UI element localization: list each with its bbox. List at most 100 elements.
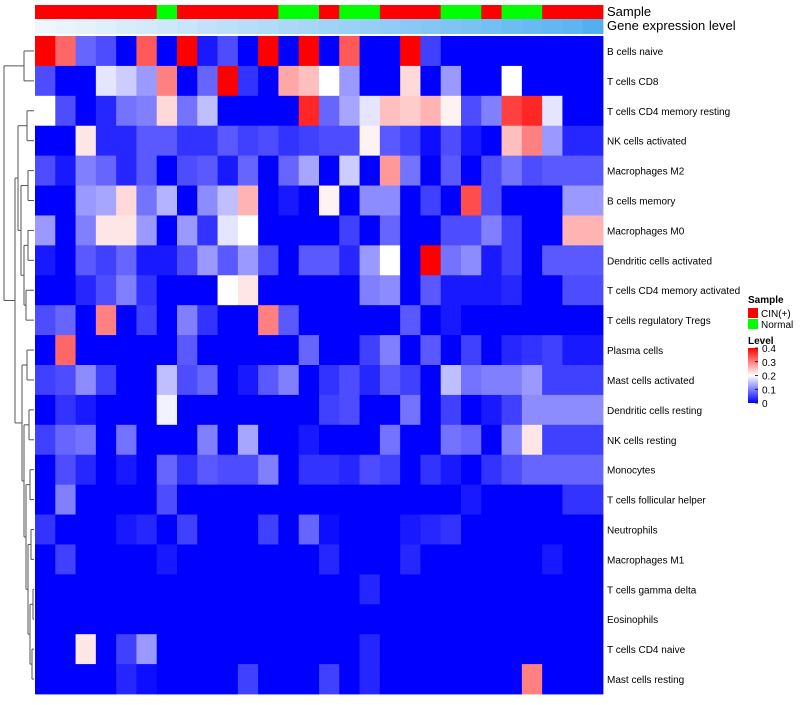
heatmap-cell [55, 514, 76, 545]
heatmap-cell [116, 185, 137, 216]
heatmap-cell [237, 664, 259, 695]
heatmap-cell [55, 275, 76, 306]
heatmap-cell [339, 125, 360, 157]
heatmap-cell [95, 574, 117, 605]
heatmap-cell [156, 125, 178, 157]
heatmap-cell [481, 95, 502, 127]
heatmap-cell [501, 125, 523, 157]
heatmap-cell [278, 275, 300, 306]
heatmap-cell [298, 125, 320, 157]
heatmap-cell [95, 65, 117, 97]
heatmap-cell [156, 155, 178, 186]
heatmap-cell [542, 604, 563, 635]
heatmap-cell [400, 664, 421, 695]
heatmap-cell [481, 65, 502, 97]
heatmap-cell [156, 215, 178, 246]
heatmap-cell [136, 634, 158, 665]
heatmap-cell [55, 155, 76, 186]
heatmap-cell [116, 65, 137, 97]
heatmap-cell [258, 95, 279, 127]
heatmap-cell [75, 484, 97, 515]
heatmap-cell [542, 36, 563, 67]
heatmap-cell [542, 95, 563, 127]
heatmap-cell [359, 335, 381, 366]
heatmap-cell [197, 634, 218, 665]
heatmap-cell [521, 185, 543, 216]
heatmap-cell [116, 95, 137, 127]
heatmap-cell [339, 574, 360, 605]
heatmap-cell [521, 424, 543, 456]
heatmap-cell [217, 604, 239, 635]
heatmap-cell [359, 305, 381, 336]
heatmap-cell [319, 514, 340, 545]
heatmap-cell [582, 544, 604, 575]
heatmap-cell [501, 65, 523, 97]
heatmap-cell [461, 155, 482, 186]
heatmap-cell [319, 95, 340, 127]
heatmap-cell [440, 305, 462, 336]
heatmap-cell [562, 634, 584, 665]
heatmap-cell [481, 664, 502, 695]
heatmap-cell [319, 185, 340, 216]
heatmap-cell [440, 36, 462, 67]
heatmap-cell [95, 95, 117, 127]
heatmap-cell [278, 36, 300, 67]
heatmap-cell [156, 185, 178, 216]
expression-annotation-cell [95, 19, 117, 34]
heatmap-cell [582, 574, 604, 605]
row-label: Monocytes [607, 466, 655, 477]
heatmap-cell [420, 185, 442, 216]
heatmap-cell [197, 215, 218, 246]
heatmap-cell [258, 664, 279, 695]
heatmap-cell [319, 305, 340, 336]
heatmap-cell [298, 36, 320, 67]
heatmap-cell [461, 125, 482, 157]
heatmap-cell [298, 454, 320, 486]
heatmap-cell [278, 155, 300, 186]
heatmap-cell [177, 394, 198, 426]
heatmap-cell [278, 215, 300, 246]
heatmap-cell [217, 544, 239, 575]
heatmap-cell [379, 215, 401, 246]
heatmap-cell [461, 484, 482, 515]
heatmap-cell [582, 514, 604, 545]
heatmap-cell [35, 275, 56, 306]
heatmap-cell [136, 394, 158, 426]
heatmap-cell [339, 454, 360, 486]
heatmap-cell [562, 604, 584, 635]
heatmap-cell [95, 544, 117, 575]
heatmap-cell [359, 394, 381, 426]
heatmap-cell [481, 305, 502, 336]
heatmap-cell [177, 574, 198, 605]
heatmap-cell [75, 215, 97, 246]
heatmap-cell [95, 305, 117, 336]
heatmap-cell [461, 544, 482, 575]
heatmap-cell [440, 424, 462, 456]
heatmap-cell [379, 125, 401, 157]
heatmap-cell [562, 125, 584, 157]
legend-level-tick-label: 0 [762, 399, 768, 410]
row-label: T cells gamma delta [607, 585, 697, 596]
track-label-sample: Sample [607, 4, 651, 19]
heatmap-cell [400, 484, 421, 515]
heatmap-cell [379, 95, 401, 127]
heatmap-cell [542, 574, 563, 605]
heatmap-cell [95, 424, 117, 456]
heatmap-cell [461, 365, 482, 396]
heatmap-cell [359, 36, 381, 67]
heatmap-cell [521, 664, 543, 695]
heatmap-cell [35, 305, 56, 336]
heatmap-cell [197, 125, 218, 157]
heatmap-cell [562, 65, 584, 97]
legend-level-colorbar [748, 348, 758, 403]
heatmap-cell [258, 215, 279, 246]
heatmap-cell [501, 95, 523, 127]
heatmap-cell [521, 544, 543, 575]
row-label: Neutrophils [607, 526, 658, 537]
heatmap-cell [339, 514, 360, 545]
heatmap-cell [136, 155, 158, 186]
heatmap-cell [278, 65, 300, 97]
heatmap-cell [521, 604, 543, 635]
heatmap-cell [217, 95, 239, 127]
heatmap-cell [237, 245, 259, 276]
